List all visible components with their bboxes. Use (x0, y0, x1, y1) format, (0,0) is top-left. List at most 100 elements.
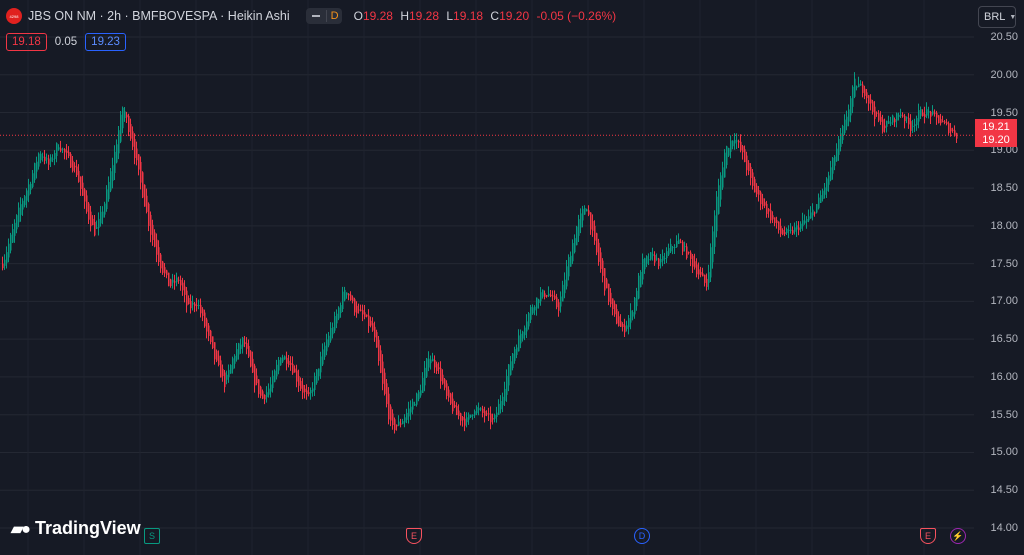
candle-body (804, 220, 806, 224)
candle-body (512, 353, 514, 369)
candle-body (762, 198, 764, 207)
candle-body (274, 370, 276, 382)
candle-body (544, 293, 546, 297)
candle-body (748, 162, 750, 171)
candle-body (504, 388, 506, 401)
tradingview-logo[interactable]: ▰● TradingView (11, 518, 141, 539)
candle-body (814, 212, 816, 214)
candle-body (514, 349, 516, 361)
candle-body (954, 130, 956, 136)
quote-row: 19.18 0.05 19.23 (6, 33, 126, 51)
candle-body (560, 296, 562, 307)
candle-body (22, 200, 24, 210)
price-tick-label: 14.00 (990, 522, 1018, 534)
candle-body (714, 215, 716, 247)
dividend-event-icon[interactable]: D (634, 528, 650, 544)
candle-body (756, 185, 758, 195)
ohlc-values: O19.28 H19.28 L19.18 C19.20 -0.05 (−0.26… (354, 9, 621, 23)
candle-body (628, 318, 630, 328)
candle-body (60, 148, 62, 151)
candle-body (526, 321, 528, 332)
candle-body (158, 247, 160, 263)
candle-body (176, 277, 178, 282)
price-axis[interactable]: 20.50 20.00 19.50 19.00 18.50 18.00 17.50 17.00… (974, 0, 1024, 555)
candle-body (336, 313, 338, 324)
sell-price-button[interactable]: 19.18 (6, 33, 47, 51)
candle-body (944, 121, 946, 123)
candle-body (318, 368, 320, 377)
flash-event-icon[interactable]: ⚡ (950, 528, 966, 544)
candle-body (72, 160, 74, 171)
candle-body (486, 413, 488, 415)
candle-body (306, 390, 308, 394)
candle-body (66, 150, 68, 154)
candle-body (424, 367, 426, 386)
candle-body (700, 271, 702, 275)
candle-body (140, 161, 142, 183)
candle-body (798, 227, 800, 231)
candle-body (102, 211, 104, 218)
candle-body (196, 304, 198, 306)
candle-body (208, 325, 210, 336)
currency-button[interactable]: BRL ▼ (978, 6, 1016, 28)
candle-body (632, 312, 634, 317)
candle-body (382, 361, 384, 384)
candle-body (456, 406, 458, 416)
candle-body (38, 153, 40, 167)
candle-body (276, 364, 278, 377)
candle-body (822, 190, 824, 200)
candle-body (390, 406, 392, 421)
candle-body (130, 124, 132, 139)
split-event-icon[interactable]: S (144, 528, 160, 544)
tradingview-icon: ▰● (11, 520, 31, 538)
price-tick-label: 20.50 (990, 31, 1018, 43)
candle-body (886, 120, 888, 127)
candle-body (440, 368, 442, 382)
candle-body (882, 119, 884, 132)
candle-body (474, 411, 476, 416)
candle-body (660, 259, 662, 263)
candle-body (846, 116, 848, 127)
candle-body (692, 255, 694, 267)
candle-body (594, 225, 596, 241)
candle-body (624, 325, 626, 333)
candle-body (800, 223, 802, 229)
candle-body (896, 113, 898, 121)
candle-body (190, 301, 192, 309)
candle-body (404, 417, 406, 423)
candlestick-chart[interactable] (0, 0, 974, 555)
candle-body (50, 157, 52, 162)
earnings-event-icon[interactable]: E (920, 528, 936, 544)
earnings-event-icon[interactable]: E (406, 528, 422, 544)
price-tick-label: 16.50 (990, 333, 1018, 346)
candle-body (558, 302, 560, 311)
candle-body (76, 166, 78, 176)
candle-body (154, 232, 156, 247)
candle-body (806, 218, 808, 222)
candle-body (360, 309, 362, 311)
close-value: 19.20 (499, 9, 530, 23)
candle-body (650, 252, 652, 260)
candle-body (386, 383, 388, 405)
candle-body (844, 119, 846, 134)
candle-body (498, 403, 500, 415)
candle-body (284, 356, 286, 360)
symbol-title[interactable]: JBS ON NM · 2h · BMFBOVESPA · Heikin Ash… (28, 9, 290, 23)
candle-body (92, 218, 94, 226)
candle-body (726, 146, 728, 166)
candle-body (812, 209, 814, 216)
candle-body (46, 158, 48, 160)
candle-body (802, 220, 804, 227)
candle-body (668, 248, 670, 255)
candle-body (278, 359, 280, 371)
candle-body (384, 372, 386, 394)
buy-price-button[interactable]: 19.23 (85, 33, 126, 51)
candle-body (932, 111, 934, 115)
candle-body (614, 303, 616, 315)
candle-body (142, 172, 144, 198)
candle-body (64, 149, 66, 153)
candle-body (772, 215, 774, 220)
interval-pill[interactable]: D (305, 8, 342, 24)
chart-area[interactable] (0, 0, 974, 555)
candle-body (252, 358, 254, 373)
